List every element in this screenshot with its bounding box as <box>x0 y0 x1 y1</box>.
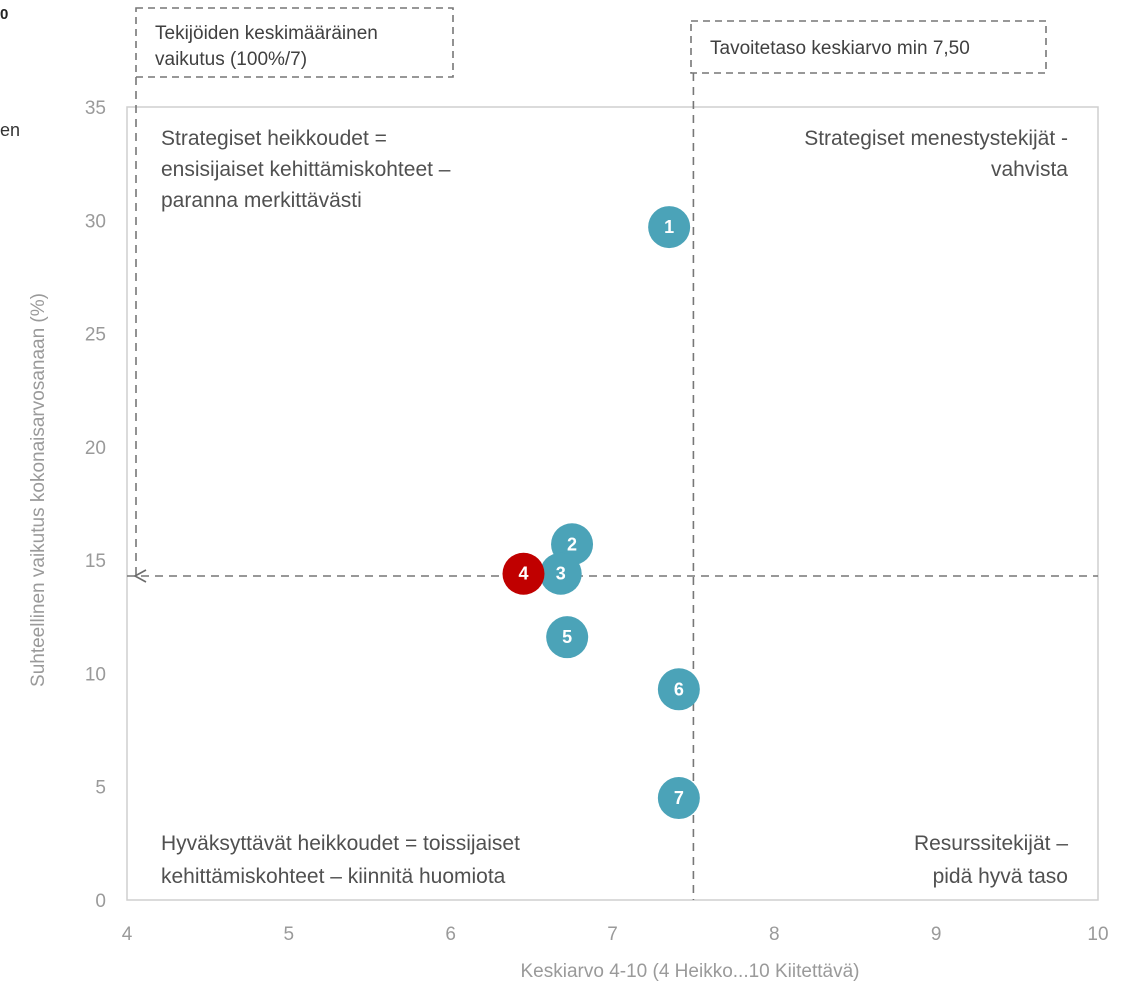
data-point-label: 3 <box>556 564 566 584</box>
data-point-marker <box>539 552 582 595</box>
target-level-annotation: Tavoitetaso keskiarvo min 7,50 <box>690 20 1047 74</box>
quadrant-bottom-right-line1: Resurssitekijät – <box>914 832 1068 855</box>
quadrant-bottom-left: Hyväksyttävät heikkoudet = toissijaiset … <box>161 832 520 888</box>
data-point-label: 4 <box>518 564 528 584</box>
data-point-marker <box>657 777 700 820</box>
data-point-label: 2 <box>567 534 577 554</box>
quadrant-top-left-line2: ensisijaiset kehittämiskohteet – <box>161 158 451 181</box>
data-point-marker <box>502 552 545 595</box>
y-tick-label: 20 <box>85 438 106 459</box>
data-point-label: 7 <box>674 788 684 808</box>
average-effect-line1: Tekijöiden keskimääräinen <box>155 23 378 44</box>
x-axis: 4 5 6 7 8 9 10 <box>122 924 1109 945</box>
target-level-text: Tavoitetaso keskiarvo min 7,50 <box>710 38 970 59</box>
y-tick-label: 10 <box>85 664 106 685</box>
y-tick-label: 35 <box>85 98 106 119</box>
quadrant-bottom-right-line2: pidä hyvä taso <box>933 865 1068 888</box>
data-point-marker <box>648 206 691 249</box>
data-point-7: 7 <box>657 777 700 820</box>
y-tick-label: 0 <box>95 891 106 912</box>
data-point-label: 1 <box>664 217 674 237</box>
x-tick-label: 5 <box>284 924 295 945</box>
average-effect-line2: vaikutus (100%/7) <box>155 49 307 70</box>
x-tick-label: 7 <box>607 924 618 945</box>
data-point-5: 5 <box>546 616 589 659</box>
quadrant-top-left-line1: Strategiset heikkoudet = <box>161 127 387 150</box>
quadrant-top-right-line1: Strategiset menestystekijät - <box>804 127 1068 150</box>
quadrant-bottom-left-line2: kehittämiskohteet – kiinnitä huomiota <box>161 865 506 888</box>
y-tick-label: 25 <box>85 325 106 346</box>
quadrant-top-left-line3: paranna merkittävästi <box>161 189 362 212</box>
quadrant-top-left: Strategiset heikkoudet = ensisijaiset ke… <box>161 127 451 212</box>
average-effect-annotation: Tekijöiden keskimääräinen vaikutus (100%… <box>133 7 454 583</box>
data-point-marker <box>657 668 700 711</box>
data-point-3: 3 <box>539 552 582 595</box>
y-tick-label: 15 <box>85 551 106 572</box>
edge-text-top-left: 0 <box>0 6 9 23</box>
quadrant-top-right: Strategiset menestystekijät - vahvista <box>804 127 1068 181</box>
quadrant-top-right-line2: vahvista <box>991 158 1068 181</box>
y-tick-label: 5 <box>95 778 106 799</box>
x-tick-label: 9 <box>931 924 942 945</box>
quadrant-bottom-right: Resurssitekijät – pidä hyvä taso <box>914 832 1068 888</box>
y-tick-label: 30 <box>85 211 106 232</box>
data-point-6: 6 <box>657 668 700 711</box>
edge-text-side: en <box>0 120 21 140</box>
x-tick-label: 6 <box>445 924 456 945</box>
data-point-4: 4 <box>502 552 545 595</box>
plot-area-frame <box>126 106 1099 901</box>
y-axis: 0 5 10 15 20 25 30 35 <box>85 98 106 912</box>
data-point-marker <box>546 616 589 659</box>
data-point-label: 5 <box>562 627 572 647</box>
data-point-1: 1 <box>648 206 691 249</box>
data-point-label: 6 <box>674 679 684 699</box>
x-tick-label: 8 <box>769 924 780 945</box>
x-tick-label: 10 <box>1087 924 1108 945</box>
x-tick-label: 4 <box>122 924 133 945</box>
quadrant-bottom-left-line1: Hyväksyttävät heikkoudet = toissijaiset <box>161 832 520 855</box>
average-effect-box <box>135 7 454 78</box>
y-axis-title: Suhteellinen vaikutus kokonaisarvosanaan… <box>28 293 49 687</box>
x-axis-title: Keskiarvo 4-10 (4 Heikko...10 Kiitettävä… <box>521 961 860 982</box>
target-level-box <box>690 20 1047 74</box>
